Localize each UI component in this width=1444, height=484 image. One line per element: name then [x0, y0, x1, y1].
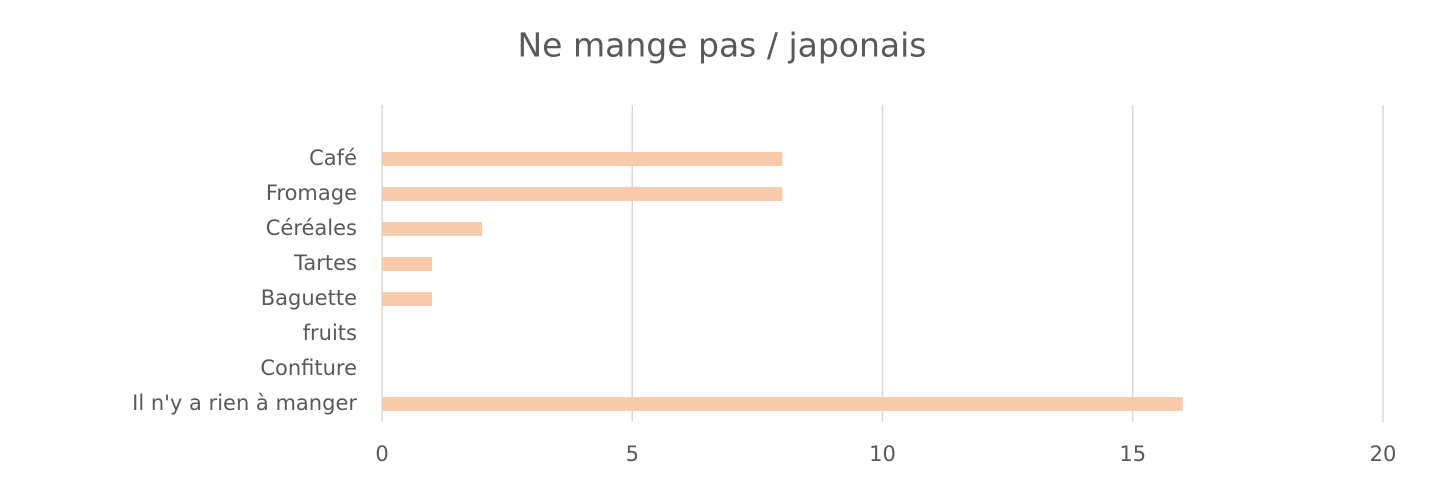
bar — [382, 257, 433, 271]
bar — [382, 292, 433, 306]
y-tick-label: Tartes — [293, 251, 357, 275]
y-tick-label: fruits — [303, 321, 357, 345]
y-tick-label: Baguette — [261, 286, 357, 310]
x-tick-label: 0 — [375, 442, 388, 466]
chart-title: Ne mange pas / japonais — [518, 26, 927, 65]
y-tick-label: Café — [309, 146, 357, 170]
x-tick-label: 15 — [1119, 442, 1146, 466]
bar — [382, 187, 783, 201]
y-tick-label: Il n'y a rien à manger — [132, 391, 357, 415]
y-tick-label: Fromage — [266, 181, 357, 205]
y-tick-label: Confiture — [260, 356, 357, 380]
x-tick-label: 10 — [869, 442, 896, 466]
bar — [382, 397, 1183, 411]
bar — [382, 222, 483, 236]
x-tick-label: 20 — [1370, 442, 1397, 466]
x-tick-label: 5 — [626, 442, 639, 466]
bar — [382, 152, 783, 166]
y-tick-label: Céréales — [266, 216, 357, 240]
